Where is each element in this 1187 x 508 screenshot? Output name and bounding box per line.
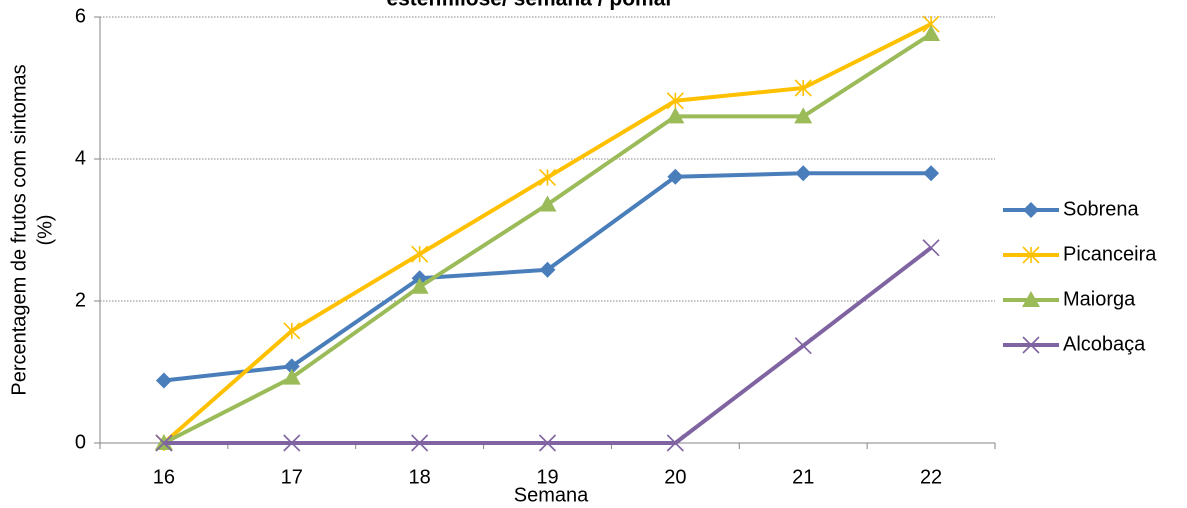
x-axis-label: Semana [514, 484, 589, 506]
data-point [283, 358, 300, 375]
data-point [282, 368, 301, 385]
x-tick-label: 17 [281, 466, 303, 488]
data-point [411, 245, 429, 263]
data-point [794, 79, 812, 97]
data-point [283, 322, 301, 340]
data-point [283, 434, 301, 452]
legend-label: Maiorga [1063, 288, 1136, 310]
data-point [538, 168, 557, 187]
x-tick-label: 22 [920, 466, 942, 488]
series-line [163, 32, 933, 445]
data-point [538, 434, 557, 452]
x-tick-label: 16 [153, 466, 175, 488]
data-point [411, 434, 429, 452]
data-point [666, 92, 684, 110]
series-line [162, 22, 932, 445]
data-point [923, 165, 940, 182]
data-point [794, 107, 813, 124]
x-tick-label: 18 [409, 466, 431, 488]
chart-title: estenfiliose/ semana / pomar [386, 0, 673, 11]
x-tick-label: 20 [664, 466, 686, 488]
legend-label: Sobrena [1063, 198, 1139, 220]
legend-marker [1022, 336, 1040, 354]
legend-label: Alcobaça [1063, 333, 1146, 355]
data-point [922, 25, 941, 42]
y-tick-label: 6 [75, 5, 86, 27]
data-point [666, 107, 685, 124]
data-point [794, 337, 812, 355]
legend-marker [1023, 202, 1039, 218]
y-axis-label: (%) [34, 214, 56, 245]
y-tick-label: 4 [75, 147, 86, 169]
data-point [922, 239, 940, 257]
data-point [795, 165, 812, 182]
data-point [539, 261, 556, 278]
y-tick-label: 2 [75, 289, 86, 311]
x-tick-label: 19 [536, 466, 558, 488]
y-axis-label: Percentagem de frutos com sintomas [8, 64, 30, 395]
data-point [666, 434, 684, 452]
data-point [538, 195, 557, 212]
legend-marker [1022, 246, 1040, 264]
legend-marker [1022, 291, 1040, 307]
data-point [155, 434, 173, 452]
x-tick-label: 21 [792, 466, 814, 488]
data-point [667, 168, 684, 185]
legend-label: Picanceira [1063, 243, 1157, 265]
data-point [410, 277, 429, 294]
y-tick-label: 0 [75, 431, 86, 453]
data-point [155, 372, 172, 389]
